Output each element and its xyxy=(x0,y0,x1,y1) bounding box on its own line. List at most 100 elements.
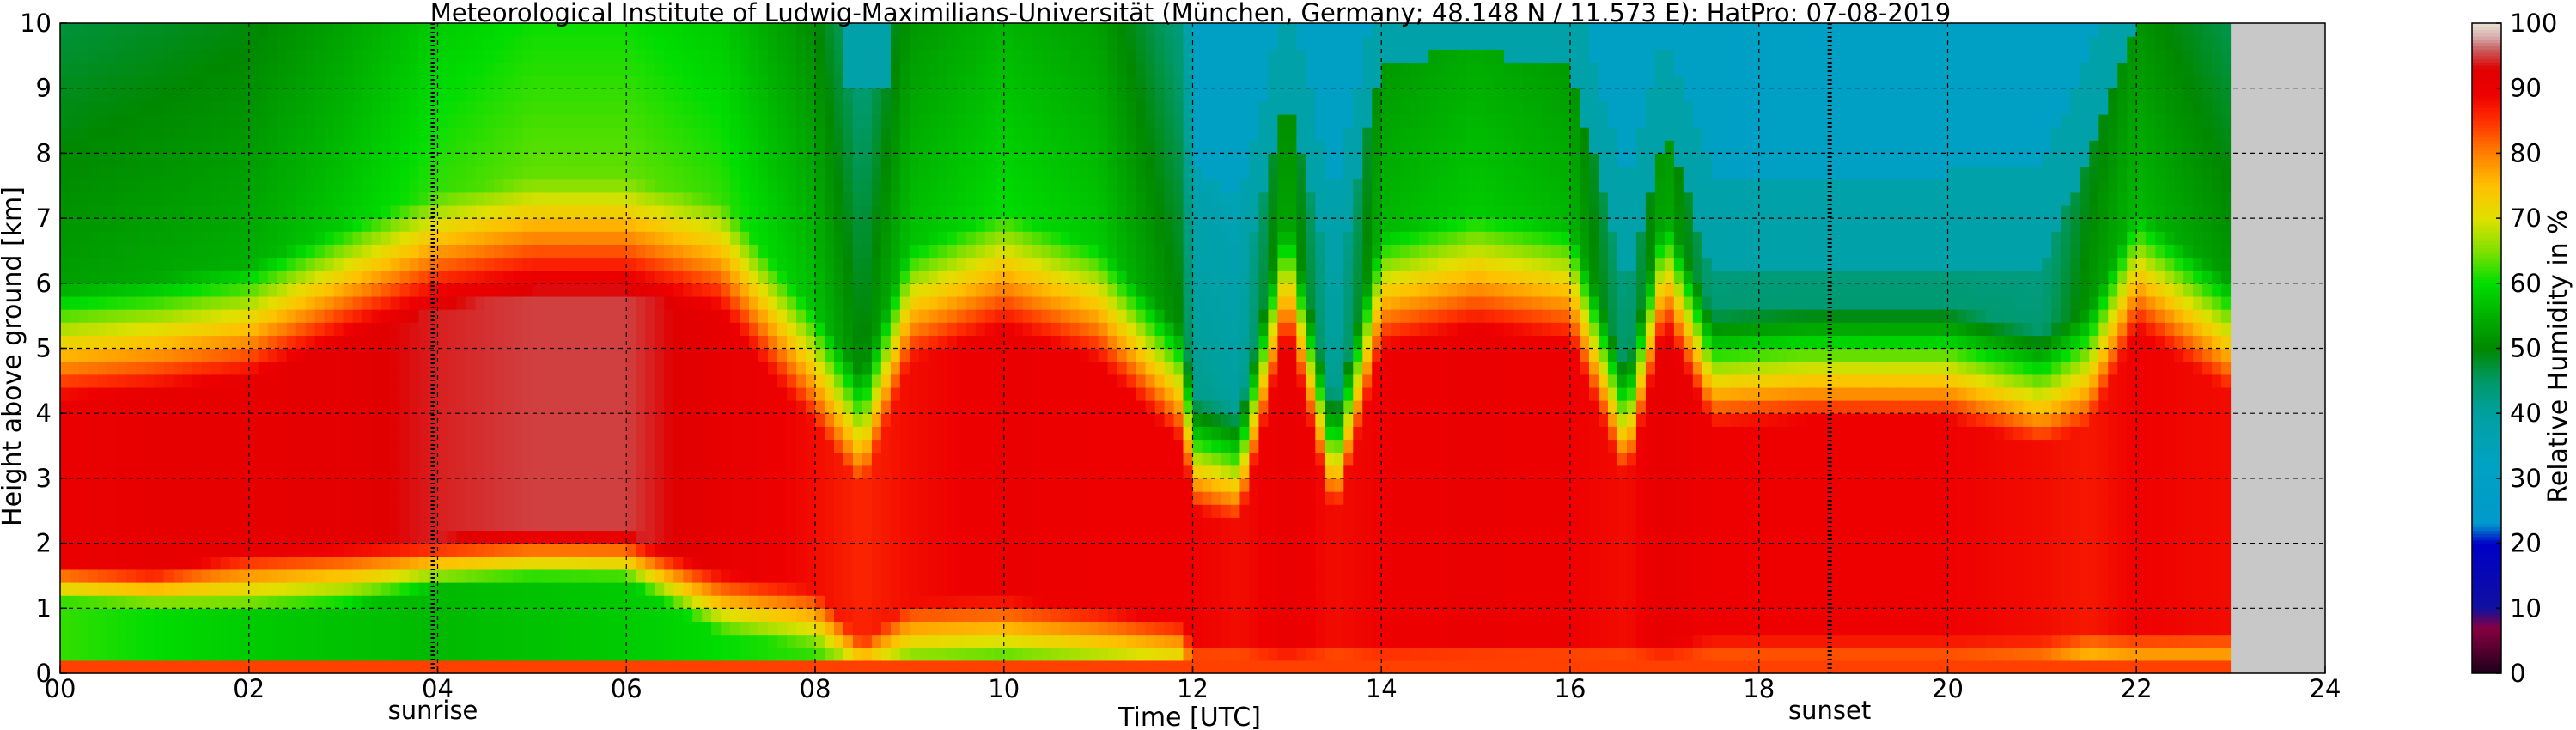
heatmap-cell xyxy=(229,166,241,180)
heatmap-cell xyxy=(494,569,505,583)
heatmap-cell xyxy=(787,647,797,661)
heatmap-cell xyxy=(806,62,816,76)
heatmap-cell xyxy=(692,295,703,310)
heatmap-cell xyxy=(871,23,882,37)
heatmap-cell xyxy=(295,127,307,141)
heatmap-cell xyxy=(824,452,835,466)
heatmap-cell xyxy=(324,127,335,141)
heatmap-cell xyxy=(673,569,684,583)
heatmap-cell xyxy=(787,100,797,115)
heatmap-cell xyxy=(673,647,684,661)
heatmap-cell xyxy=(824,127,835,141)
heatmap-cell xyxy=(144,295,155,310)
heatmap-cell xyxy=(239,634,250,648)
heatmap-cell xyxy=(447,543,458,557)
heatmap-cell xyxy=(683,127,693,141)
heatmap-cell xyxy=(428,621,439,636)
heatmap-cell xyxy=(107,530,118,544)
heatmap-cell xyxy=(984,374,996,388)
heatmap-cell xyxy=(626,530,636,544)
heatmap-cell xyxy=(890,374,901,388)
heatmap-cell xyxy=(899,517,910,532)
heatmap-cell xyxy=(598,218,608,232)
heatmap-cell xyxy=(154,478,165,492)
heatmap-cell xyxy=(229,36,241,50)
heatmap-cell xyxy=(362,478,373,492)
heatmap-cell xyxy=(409,204,420,219)
heatmap-cell xyxy=(192,49,203,64)
heatmap-cell xyxy=(852,113,863,128)
heatmap-cell xyxy=(399,660,411,674)
heatmap-cell xyxy=(428,569,439,583)
heatmap-cell xyxy=(598,439,608,453)
heatmap-cell xyxy=(116,413,127,427)
heatmap-cell xyxy=(466,62,477,76)
heatmap-cell xyxy=(418,400,429,414)
heatmap-cell xyxy=(965,322,977,336)
heatmap-cell xyxy=(899,244,910,259)
heatmap-cell xyxy=(277,439,288,453)
heatmap-cell xyxy=(154,335,165,350)
heatmap-cell xyxy=(871,361,882,375)
heatmap-cell xyxy=(711,283,722,297)
heatmap-cell xyxy=(777,569,788,583)
heatmap-cell xyxy=(947,244,958,259)
heatmap-cell xyxy=(229,517,241,532)
heatmap-cell xyxy=(777,491,788,505)
heatmap-cell xyxy=(173,88,184,102)
heatmap-cell xyxy=(503,36,514,50)
heatmap-cell xyxy=(787,75,797,89)
heatmap-cell xyxy=(560,62,570,76)
heatmap-cell xyxy=(890,478,901,492)
heatmap-cell xyxy=(484,478,496,492)
heatmap-cell xyxy=(352,127,363,141)
heatmap-cell xyxy=(994,100,1005,115)
heatmap-cell xyxy=(758,608,769,623)
heatmap-cell xyxy=(598,400,608,414)
heatmap-cell xyxy=(541,400,551,414)
heatmap-cell xyxy=(984,322,996,336)
heatmap-cell xyxy=(607,36,618,50)
heatmap-cell xyxy=(579,413,589,427)
heatmap-cell xyxy=(371,62,382,76)
heatmap-cell xyxy=(749,100,759,115)
heatmap-cell xyxy=(173,543,184,557)
heatmap-cell xyxy=(220,465,231,479)
heatmap-cell xyxy=(192,426,203,441)
heatmap-cell xyxy=(588,62,599,76)
heatmap-cell xyxy=(673,491,684,505)
heatmap-cell xyxy=(399,595,411,609)
heatmap-cell xyxy=(937,179,948,193)
heatmap-cell xyxy=(890,439,901,453)
heatmap-cell xyxy=(730,100,740,115)
heatmap-cell xyxy=(381,100,392,115)
heatmap-cell xyxy=(588,582,599,596)
heatmap-cell xyxy=(796,153,807,167)
heatmap-cell xyxy=(824,113,835,128)
heatmap-cell xyxy=(437,621,448,636)
heatmap-cell xyxy=(173,426,184,441)
heatmap-cell xyxy=(815,374,825,388)
heatmap-cell xyxy=(569,413,580,427)
heatmap-cell xyxy=(107,647,118,661)
heatmap-cell xyxy=(683,166,693,180)
heatmap-cell xyxy=(173,582,184,596)
heatmap-cell xyxy=(418,543,429,557)
heatmap-cell xyxy=(815,257,825,271)
heatmap-cell xyxy=(428,127,439,141)
heatmap-cell xyxy=(258,569,269,583)
heatmap-cell xyxy=(824,400,835,414)
heatmap-cell xyxy=(871,465,882,479)
heatmap-cell xyxy=(343,660,354,674)
heatmap-cell xyxy=(484,62,496,76)
heatmap-cell xyxy=(965,127,977,141)
heatmap-cell xyxy=(947,49,958,64)
heatmap-cell xyxy=(305,295,316,310)
heatmap-cell xyxy=(258,426,269,441)
heatmap-cell xyxy=(862,309,873,323)
heatmap-cell xyxy=(956,634,967,648)
heatmap-cell xyxy=(862,335,873,350)
heatmap-cell xyxy=(362,62,373,76)
heatmap-cell xyxy=(796,608,807,623)
heatmap-cell xyxy=(286,140,297,154)
